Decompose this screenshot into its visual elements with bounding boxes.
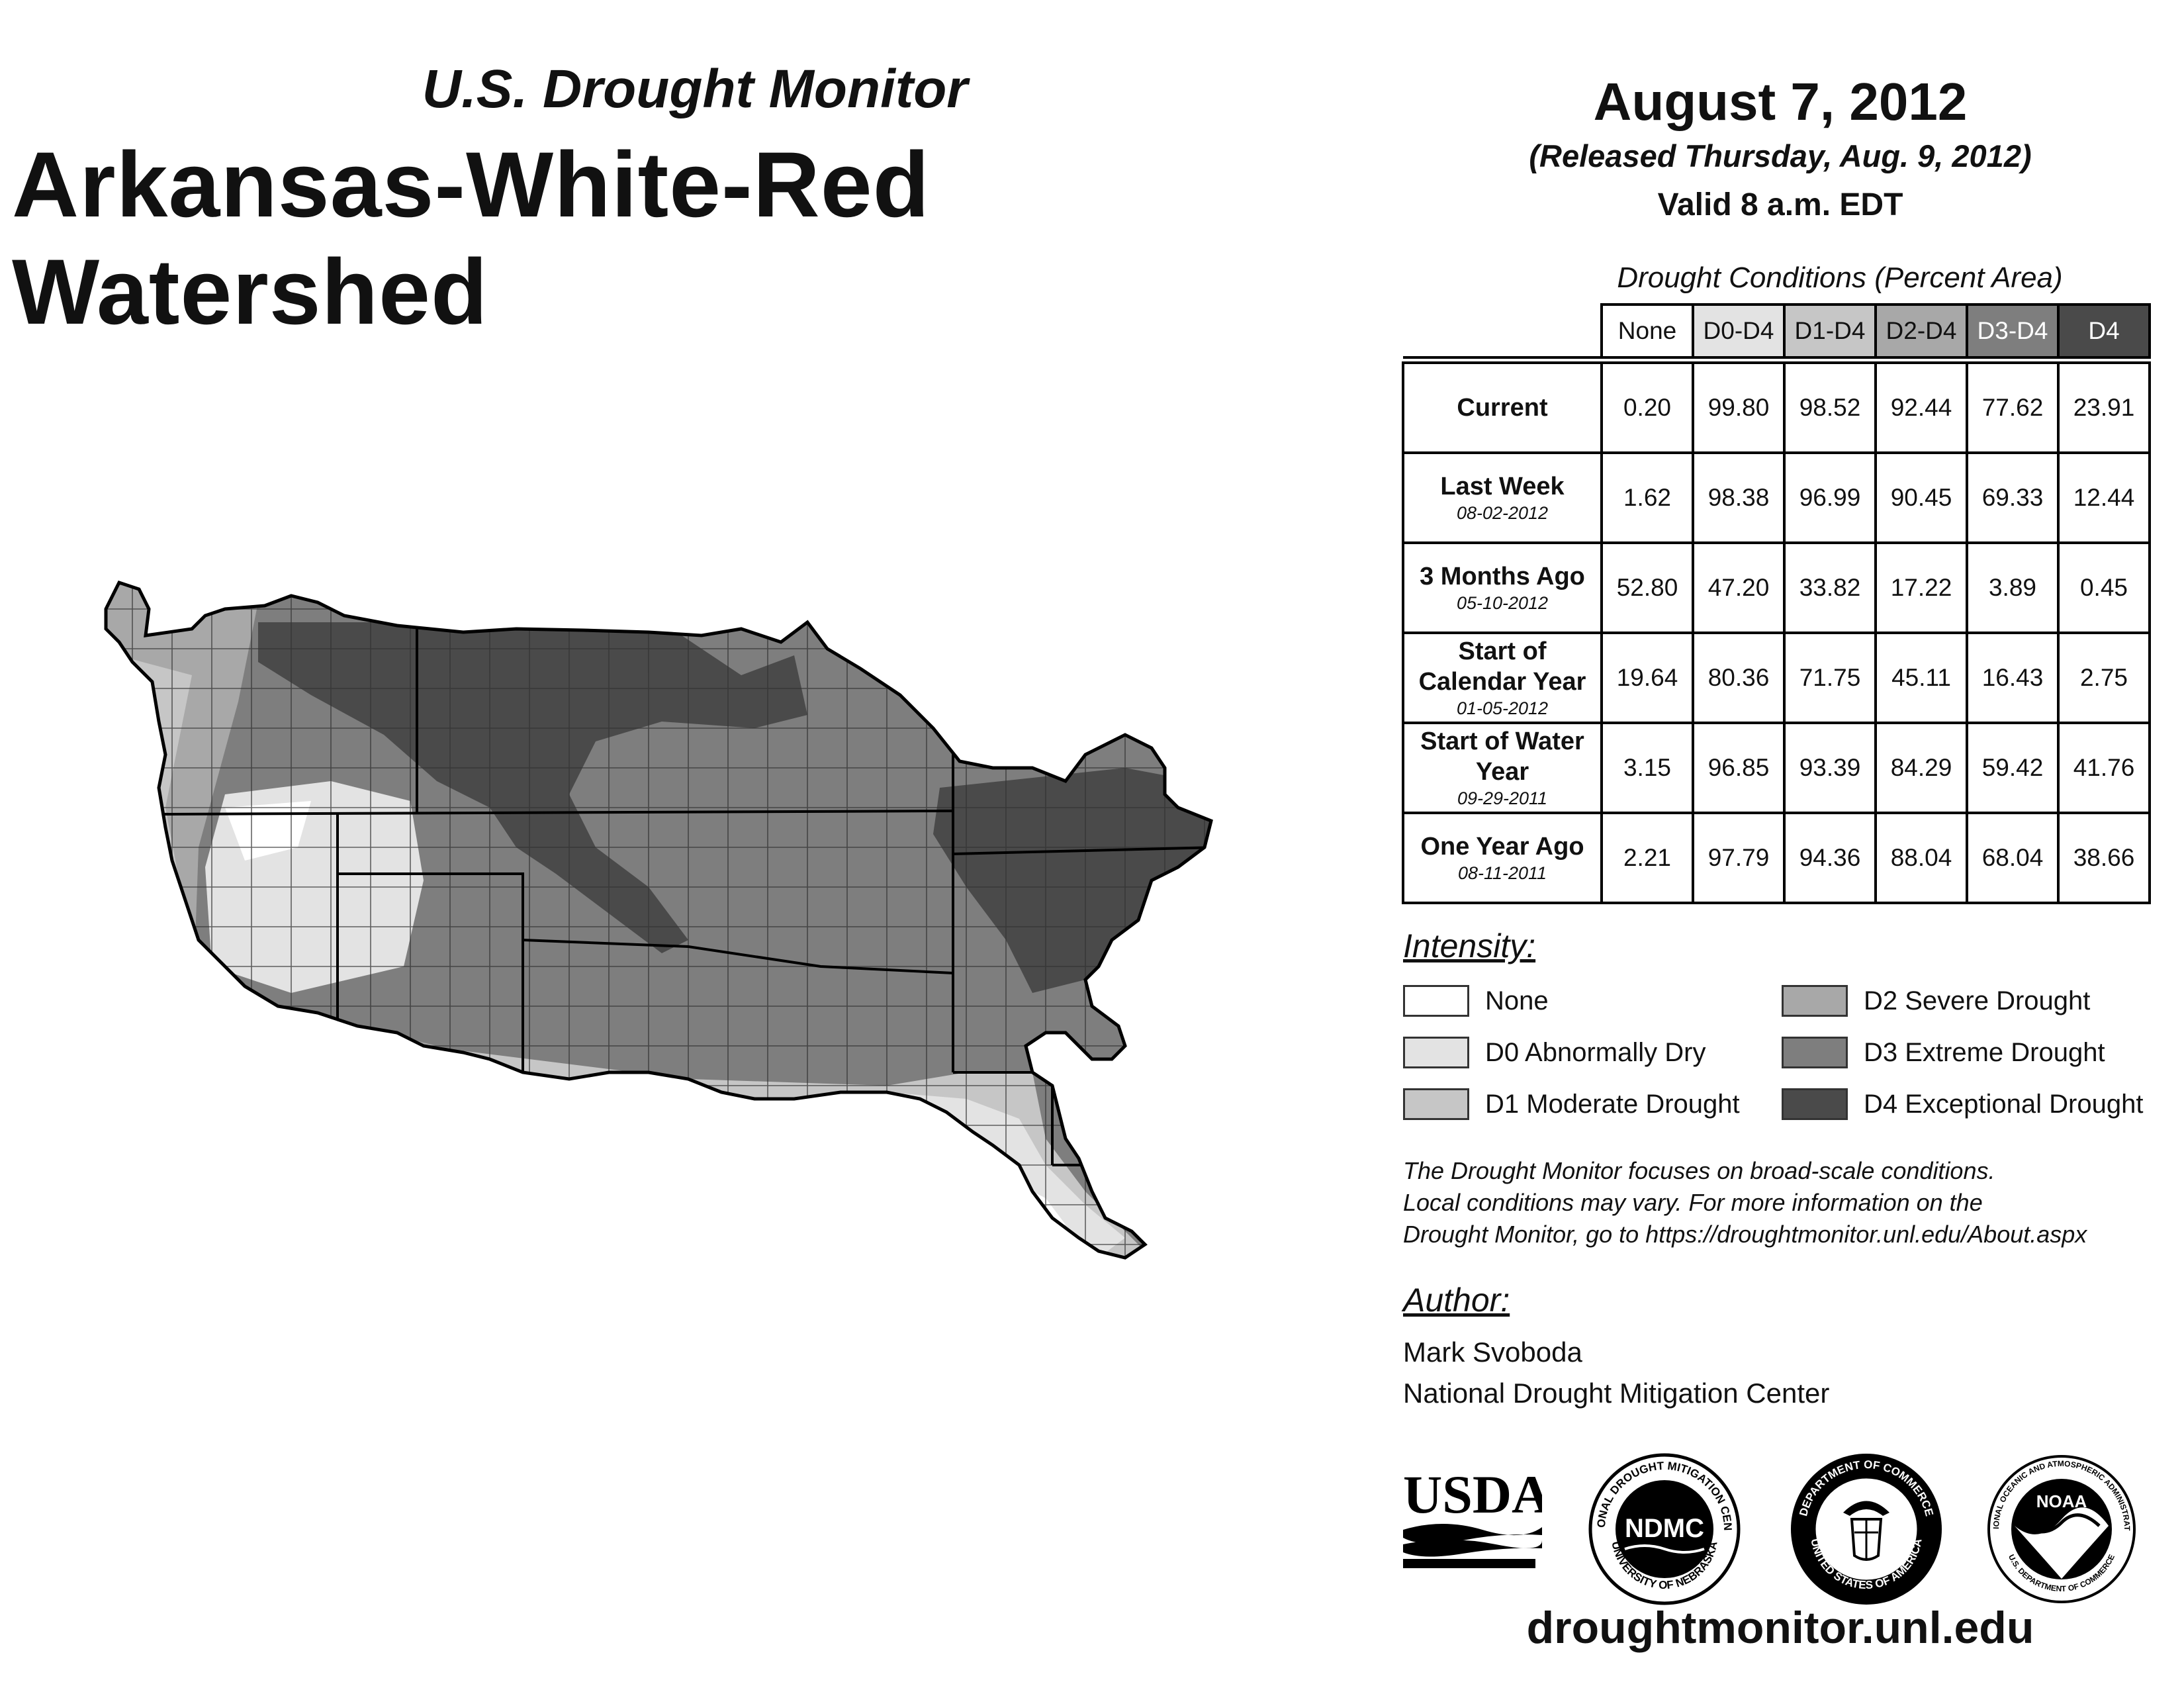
cell-d1-d4: 94.36 xyxy=(1783,812,1877,904)
cell-none: 0.20 xyxy=(1600,361,1694,454)
cell-d3-d4: 59.42 xyxy=(1966,722,2060,814)
cell-d3-d4: 3.89 xyxy=(1966,541,2060,634)
cell-d4: 23.91 xyxy=(2057,361,2151,454)
table-caption: Drought Conditions (Percent Area) xyxy=(1617,261,2063,294)
cell-d1-d4: 96.99 xyxy=(1783,451,1877,544)
drought-map xyxy=(93,569,1310,1350)
legend-swatch xyxy=(1403,985,1469,1017)
cell-d3-d4: 16.43 xyxy=(1966,632,2060,724)
table-row: Last Week 08-02-2012 1.62 98.38 96.99 90.… xyxy=(1402,451,2151,544)
table-header-row: None D0-D4 D1-D4 D2-D4 D3-D4 D4 xyxy=(1403,303,2151,359)
legend-label: D2 Severe Drought xyxy=(1864,986,2091,1015)
row-label: Current xyxy=(1402,361,1603,454)
cell-d3-d4: 69.33 xyxy=(1966,451,2060,544)
cell-d2-d4: 90.45 xyxy=(1874,451,1968,544)
svg-text:USDA: USDA xyxy=(1403,1466,1542,1524)
cell-d4: 41.76 xyxy=(2057,722,2151,814)
cell-d0-d4: 47.20 xyxy=(1692,541,1786,634)
svg-text:NDMC: NDMC xyxy=(1625,1514,1704,1543)
table-row: Current 0.20 99.80 98.52 92.44 77.62 23.… xyxy=(1402,361,2151,454)
row-label: Start of Water Year 09-29-2011 xyxy=(1402,722,1603,814)
col-d2-d4: D2-D4 xyxy=(1874,303,1968,359)
cell-d4: 12.44 xyxy=(2057,451,2151,544)
cell-d1-d4: 93.39 xyxy=(1783,722,1877,814)
legend-heading: Intensity: xyxy=(1403,927,1536,964)
table-spacer xyxy=(1403,357,2150,364)
table-row: One Year Ago 08-11-2011 2.21 97.79 94.36 … xyxy=(1402,812,2151,904)
col-d0-d4: D0-D4 xyxy=(1692,303,1786,359)
table-row: Start of Calendar Year 01-05-2012 19.64 8… xyxy=(1402,632,2151,724)
cell-d3-d4: 77.62 xyxy=(1966,361,2060,454)
noaa-logo: NATIONAL OCEANIC AND ATMOSPHERIC ADMINIS… xyxy=(1985,1453,2136,1603)
map-date: August 7, 2012 xyxy=(1593,72,1968,131)
cell-d0-d4: 80.36 xyxy=(1692,632,1786,724)
cell-d2-d4: 88.04 xyxy=(1874,812,1968,904)
disclaimer-note: The Drought Monitor focuses on broad-sca… xyxy=(1403,1157,2087,1248)
cell-d2-d4: 92.44 xyxy=(1874,361,1968,454)
cell-d0-d4: 97.79 xyxy=(1692,812,1786,904)
legend-label: None xyxy=(1485,986,1549,1015)
cell-d4: 2.75 xyxy=(2057,632,2151,724)
cell-none: 1.62 xyxy=(1600,451,1694,544)
row-label: One Year Ago 08-11-2011 xyxy=(1402,812,1603,904)
cell-d1-d4: 71.75 xyxy=(1783,632,1877,724)
legend-item-d1: D1 Moderate Drought xyxy=(1403,1088,1740,1120)
cell-d2-d4: 17.22 xyxy=(1874,541,1968,634)
commerce-seal-logo: DEPARTMENT OF COMMERCE UNITED STATES OF … xyxy=(1791,1454,1942,1605)
author-block: Mark Svoboda National Drought Mitigation… xyxy=(1403,1332,1829,1414)
drought-conditions-table: None D0-D4 D1-D4 D2-D4 D3-D4 D4 Current … xyxy=(1402,303,2151,904)
author-name: Mark Svoboda xyxy=(1403,1336,1582,1368)
cell-d2-d4: 84.29 xyxy=(1874,722,1968,814)
legend-label: D4 Exceptional Drought xyxy=(1864,1089,2144,1119)
legend-item-d0: D0 Abnormally Dry xyxy=(1403,1037,1706,1068)
cell-d0-d4: 96.85 xyxy=(1692,722,1786,814)
col-d4: D4 xyxy=(2057,303,2151,359)
author-heading: Author: xyxy=(1403,1282,1510,1319)
usda-logo: USDA xyxy=(1403,1466,1542,1568)
table-corner xyxy=(1403,305,1602,359)
state-boundaries xyxy=(158,622,1211,1166)
legend-swatch xyxy=(1403,1088,1469,1120)
legend-label: D1 Moderate Drought xyxy=(1485,1089,1740,1119)
cell-d0-d4: 98.38 xyxy=(1692,451,1786,544)
cell-none: 2.21 xyxy=(1600,812,1694,904)
release-date: (Released Thursday, Aug. 9, 2012) xyxy=(1529,138,2032,173)
cell-d1-d4: 98.52 xyxy=(1783,361,1877,454)
col-d1-d4: D1-D4 xyxy=(1783,303,1877,359)
cell-none: 19.64 xyxy=(1600,632,1694,724)
legend-label: D0 Abnormally Dry xyxy=(1485,1037,1706,1067)
cell-none: 3.15 xyxy=(1600,722,1694,814)
legend-swatch xyxy=(1782,1037,1848,1068)
author-org: National Drought Mitigation Center xyxy=(1403,1378,1830,1409)
legend-label: D3 Extreme Drought xyxy=(1864,1037,2105,1067)
legend-item-none: None xyxy=(1403,985,1549,1017)
col-d3-d4: D3-D4 xyxy=(1966,303,2060,359)
legend-swatch xyxy=(1782,985,1848,1017)
cell-d4: 0.45 xyxy=(2057,541,2151,634)
legend-item-d4: D4 Exceptional Drought xyxy=(1782,1088,2143,1120)
map-subtitle: U.S. Drought Monitor xyxy=(422,59,968,119)
cell-d1-d4: 33.82 xyxy=(1783,541,1877,634)
cell-d3-d4: 68.04 xyxy=(1966,812,2060,904)
row-label: 3 Months Ago 05-10-2012 xyxy=(1402,541,1603,634)
map-title: Arkansas-White-Red Watershed xyxy=(12,132,931,344)
table-row: Start of Water Year 09-29-2011 3.15 96.85… xyxy=(1402,722,2151,814)
legend-item-d3: D3 Extreme Drought xyxy=(1782,1037,2105,1068)
row-label: Start of Calendar Year 01-05-2012 xyxy=(1402,632,1603,724)
cell-d4: 38.66 xyxy=(2057,812,2151,904)
ndmc-logo: NATIONAL DROUGHT MITIGATION CENTER UNIVE… xyxy=(1585,1450,1741,1605)
row-label: Last Week 08-02-2012 xyxy=(1402,451,1603,544)
legend-swatch xyxy=(1403,1037,1469,1068)
svg-text:NOAA: NOAA xyxy=(2036,1491,2087,1511)
table-row: 3 Months Ago 05-10-2012 52.80 47.20 33.82… xyxy=(1402,541,2151,634)
legend-item-d2: D2 Severe Drought xyxy=(1782,985,2090,1017)
cell-d2-d4: 45.11 xyxy=(1874,632,1968,724)
cell-d0-d4: 99.80 xyxy=(1692,361,1786,454)
website-link[interactable]: droughtmonitor.unl.edu xyxy=(1526,1603,2034,1653)
legend-swatch xyxy=(1782,1088,1848,1120)
col-none: None xyxy=(1600,303,1694,359)
valid-time: Valid 8 a.m. EDT xyxy=(1657,187,1903,222)
cell-none: 52.80 xyxy=(1600,541,1694,634)
